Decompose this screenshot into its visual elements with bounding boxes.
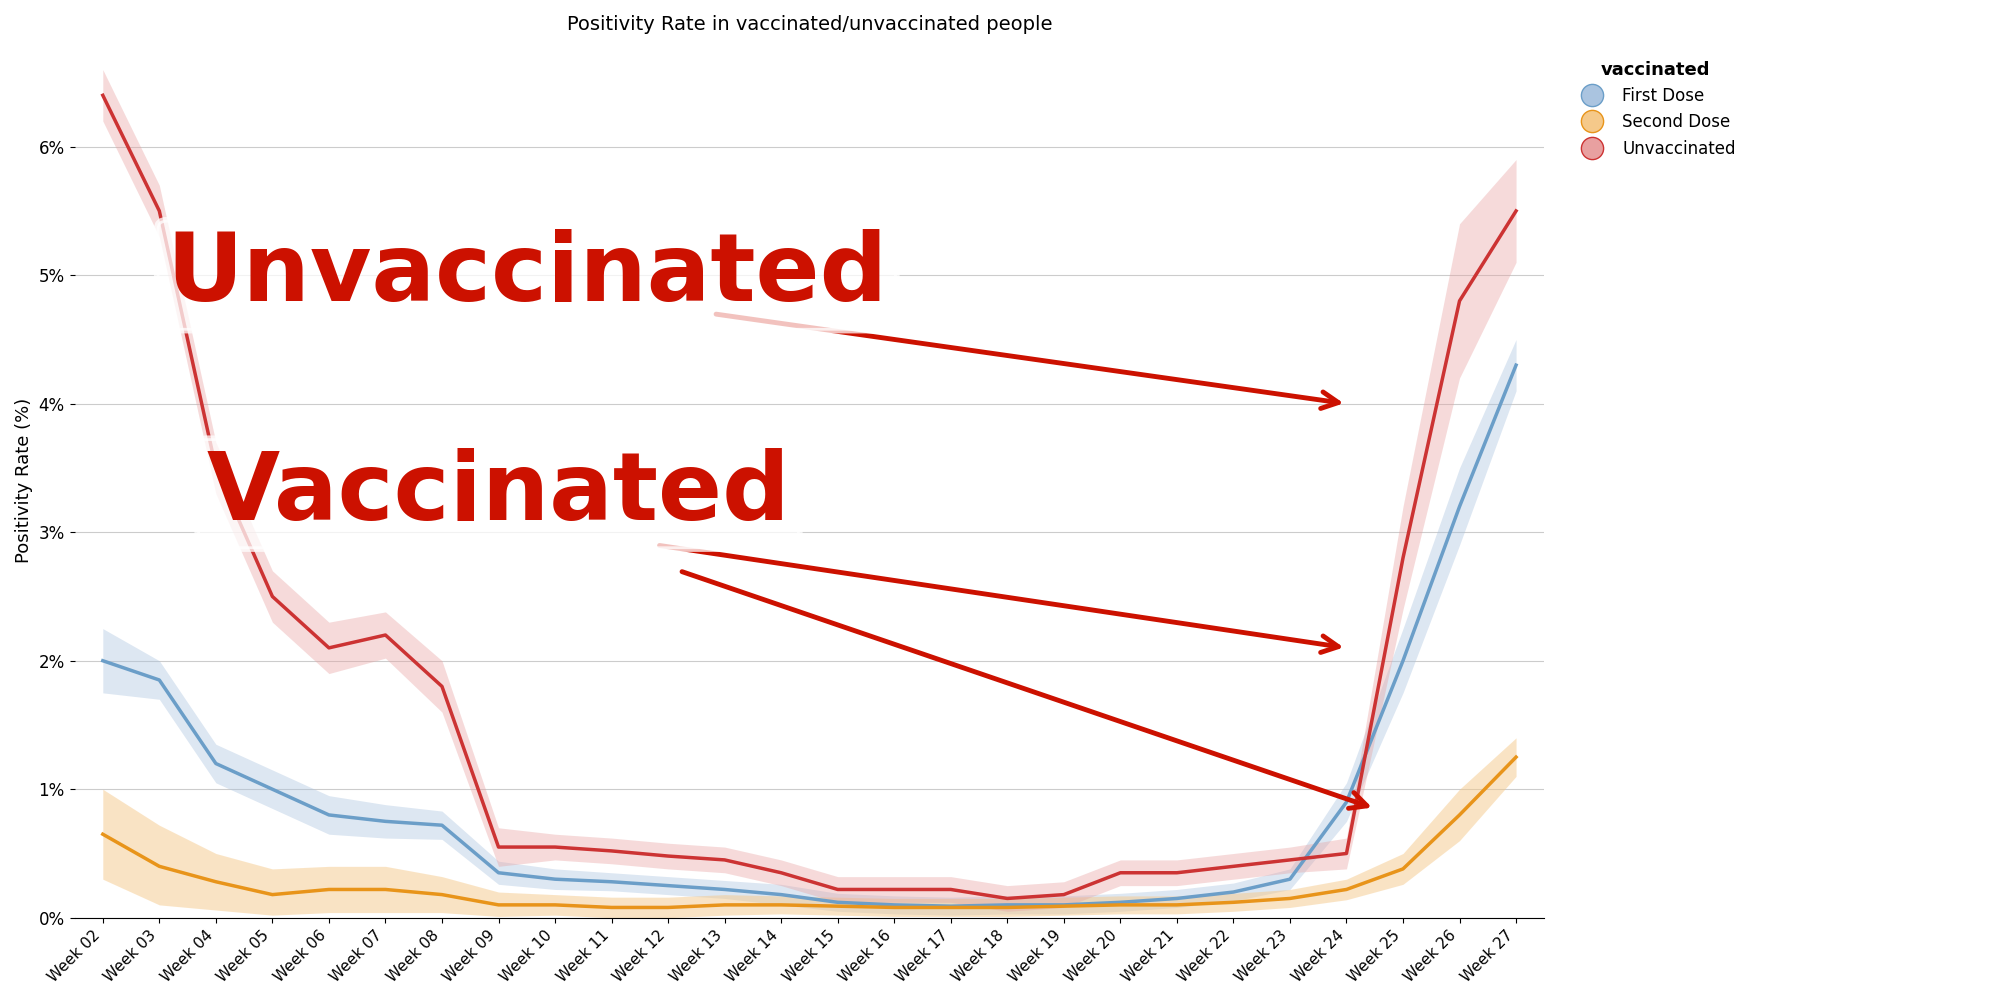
Y-axis label: Positivity Rate (%): Positivity Rate (%) bbox=[14, 398, 32, 563]
Text: Vaccinated: Vaccinated bbox=[206, 448, 790, 540]
Legend: First Dose, Second Dose, Unvaccinated: First Dose, Second Dose, Unvaccinated bbox=[1568, 52, 1744, 166]
Text: Unvaccinated: Unvaccinated bbox=[166, 229, 888, 321]
Title: Positivity Rate in vaccinated/unvaccinated people: Positivity Rate in vaccinated/unvaccinat… bbox=[566, 15, 1052, 34]
